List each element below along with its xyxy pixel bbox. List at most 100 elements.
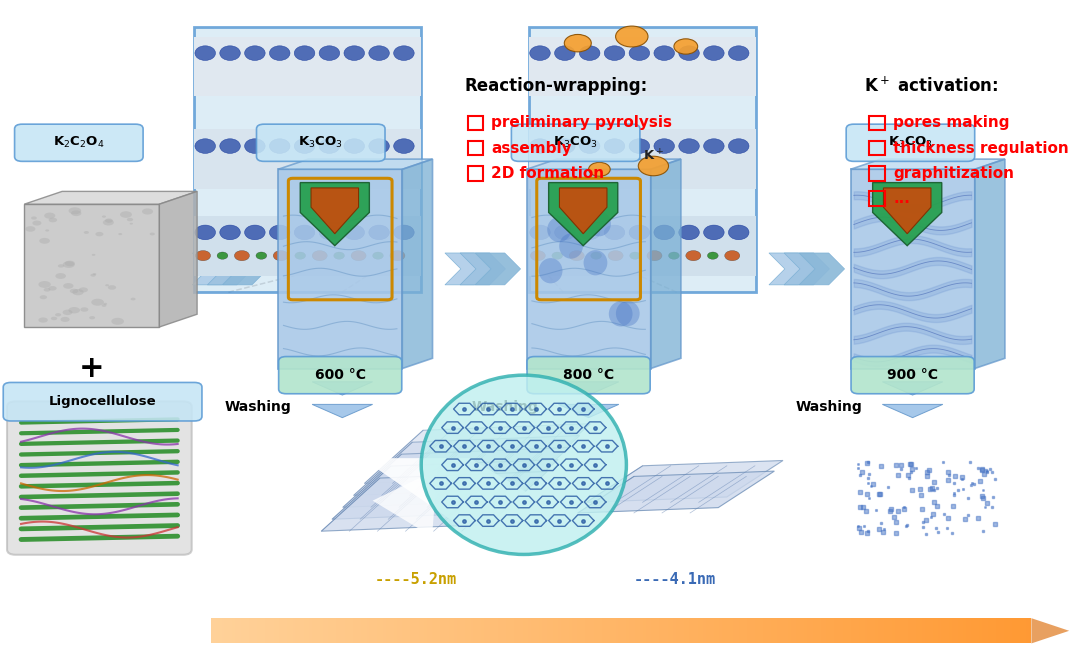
- Bar: [380, 618, 383, 643]
- Ellipse shape: [394, 46, 415, 60]
- Bar: [266, 618, 268, 643]
- Ellipse shape: [39, 238, 50, 244]
- Polygon shape: [279, 169, 402, 369]
- Ellipse shape: [55, 313, 62, 317]
- Ellipse shape: [49, 218, 57, 222]
- Ellipse shape: [629, 46, 650, 60]
- Bar: [791, 618, 794, 643]
- Ellipse shape: [45, 229, 50, 232]
- Bar: [243, 618, 246, 643]
- Ellipse shape: [654, 46, 674, 60]
- Bar: [594, 618, 596, 643]
- Bar: [671, 618, 673, 643]
- Bar: [194, 37, 421, 96]
- Bar: [252, 618, 255, 643]
- Ellipse shape: [108, 285, 117, 290]
- Bar: [448, 618, 451, 643]
- Bar: [577, 618, 580, 643]
- Bar: [301, 618, 303, 643]
- Bar: [646, 618, 648, 643]
- Bar: [796, 618, 799, 643]
- Ellipse shape: [369, 46, 389, 60]
- Bar: [637, 618, 640, 643]
- Bar: [536, 618, 539, 643]
- Text: preliminary pyrolysis: preliminary pyrolysis: [491, 116, 673, 130]
- Ellipse shape: [111, 318, 124, 325]
- Bar: [869, 166, 885, 181]
- Bar: [785, 618, 788, 643]
- Bar: [391, 618, 394, 643]
- Bar: [922, 618, 924, 643]
- Bar: [780, 618, 782, 643]
- Polygon shape: [549, 183, 618, 246]
- Ellipse shape: [638, 156, 669, 176]
- Text: Washing: Washing: [795, 400, 862, 414]
- Bar: [468, 116, 483, 130]
- Ellipse shape: [217, 252, 228, 259]
- Bar: [534, 618, 536, 643]
- Bar: [651, 618, 653, 643]
- Bar: [307, 618, 309, 643]
- Ellipse shape: [351, 250, 366, 261]
- Bar: [529, 216, 756, 276]
- Bar: [268, 618, 271, 643]
- Bar: [837, 618, 840, 643]
- Bar: [829, 618, 832, 643]
- Bar: [325, 618, 328, 643]
- Ellipse shape: [220, 46, 240, 60]
- Bar: [616, 618, 618, 643]
- Bar: [225, 618, 227, 643]
- Ellipse shape: [244, 46, 266, 60]
- Bar: [550, 618, 553, 643]
- Text: Reaction-wrapping:: Reaction-wrapping:: [464, 77, 648, 96]
- Ellipse shape: [559, 234, 583, 259]
- Bar: [667, 618, 671, 643]
- Bar: [678, 618, 681, 643]
- Ellipse shape: [195, 250, 211, 261]
- Bar: [794, 618, 796, 643]
- Polygon shape: [882, 404, 943, 418]
- Polygon shape: [312, 382, 373, 395]
- Bar: [437, 618, 441, 643]
- Ellipse shape: [564, 35, 592, 52]
- Bar: [881, 618, 883, 643]
- Ellipse shape: [421, 375, 626, 554]
- Bar: [1026, 618, 1028, 643]
- Ellipse shape: [102, 304, 107, 307]
- Bar: [528, 618, 530, 643]
- Bar: [640, 618, 643, 643]
- Bar: [744, 618, 747, 643]
- Bar: [345, 618, 348, 643]
- Bar: [238, 618, 241, 643]
- Bar: [320, 618, 323, 643]
- Polygon shape: [333, 459, 558, 519]
- Polygon shape: [883, 188, 931, 234]
- Ellipse shape: [728, 225, 748, 240]
- Bar: [689, 618, 692, 643]
- Bar: [994, 618, 996, 643]
- Ellipse shape: [707, 252, 718, 259]
- Text: 800 °C: 800 °C: [563, 368, 615, 382]
- Polygon shape: [322, 471, 548, 531]
- Ellipse shape: [343, 139, 365, 153]
- Bar: [529, 27, 756, 292]
- Bar: [375, 618, 378, 643]
- Polygon shape: [799, 253, 845, 285]
- Ellipse shape: [234, 250, 249, 261]
- Text: Washing: Washing: [225, 400, 292, 414]
- Bar: [632, 618, 635, 643]
- Ellipse shape: [320, 225, 339, 240]
- Bar: [897, 618, 900, 643]
- Bar: [944, 618, 946, 643]
- Bar: [303, 618, 307, 643]
- Text: pores making: pores making: [893, 116, 1010, 130]
- Ellipse shape: [92, 254, 95, 256]
- Text: 2D formation: 2D formation: [491, 166, 605, 181]
- Ellipse shape: [334, 252, 345, 259]
- Bar: [908, 618, 912, 643]
- Bar: [194, 27, 421, 292]
- Polygon shape: [784, 253, 829, 285]
- Ellipse shape: [55, 273, 66, 279]
- Bar: [799, 618, 801, 643]
- Bar: [1015, 618, 1017, 643]
